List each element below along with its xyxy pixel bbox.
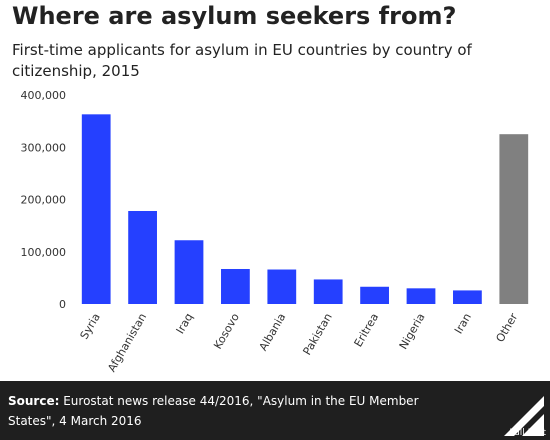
x-tick-label: Pakistan	[301, 311, 335, 357]
brand-name: Full Fact	[509, 428, 546, 438]
bar-iraq	[174, 240, 204, 304]
bar-albania	[267, 269, 297, 304]
bar-kosovo	[221, 268, 250, 304]
x-tick-label: Afghanistan	[105, 311, 149, 374]
y-axis: 0 100,000 200,000 300,000 400,000	[21, 89, 67, 311]
x-tick-label: Albania	[257, 311, 289, 353]
footer: Source: Eurostat news release 44/2016, "…	[0, 381, 550, 440]
x-tick-label: Iran	[452, 311, 474, 336]
y-tick-label: 400,000	[21, 89, 67, 102]
chart-subtitle: First-time applicants for asylum in EU c…	[12, 41, 472, 80]
x-tick-label: Iraq	[174, 311, 196, 336]
chart-title: Where are asylum seekers from?	[12, 2, 457, 30]
bar-chart: 0 100,000 200,000 300,000 400,000 Syria Afgha…	[21, 89, 529, 375]
bar-pakistan	[313, 279, 343, 304]
bar-nigeria	[406, 288, 436, 304]
bar-eritrea	[360, 286, 389, 304]
bars	[81, 114, 529, 305]
x-tick-label: Eritrea	[352, 311, 382, 349]
bar-syria	[81, 114, 111, 305]
x-axis: Syria Afghanistan Iraq Kosovo Albania Pakista…	[78, 311, 521, 375]
source-label: Source:	[8, 394, 60, 408]
y-tick-label: 0	[59, 298, 66, 311]
bar-other	[499, 134, 529, 304]
y-tick-label: 100,000	[21, 246, 67, 259]
x-tick-label: Syria	[78, 311, 103, 342]
x-tick-label: Nigeria	[397, 311, 428, 352]
y-tick-label: 200,000	[21, 194, 67, 207]
bar-afghanistan	[128, 210, 157, 304]
x-tick-label: Kosovo	[211, 311, 242, 352]
x-tick-label: Other	[494, 311, 521, 345]
source-note: Source: Eurostat news release 44/2016, "…	[8, 391, 463, 431]
y-tick-label: 300,000	[21, 141, 67, 154]
bar-iran	[453, 290, 482, 304]
full-fact-logo-icon	[504, 396, 544, 436]
source-text: Eurostat news release 44/2016, "Asylum i…	[8, 394, 419, 428]
